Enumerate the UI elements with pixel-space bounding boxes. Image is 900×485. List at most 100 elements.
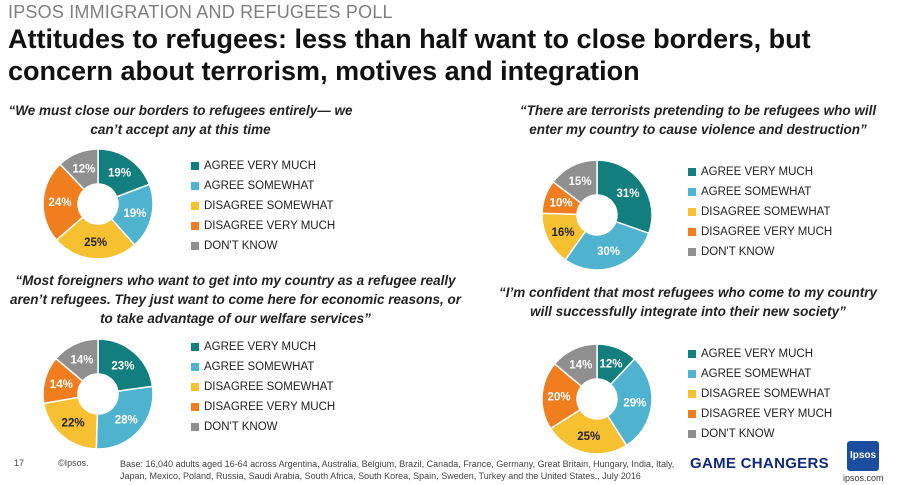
slice-label: 16% xyxy=(551,227,574,239)
quote-3: “Most foreigners who want to get into my… xyxy=(9,273,462,326)
legend-label: DISAGREE SOMEWHAT xyxy=(204,200,334,212)
donut-chart-2: 31% 30% 16% 10% 15% xyxy=(537,155,657,275)
slice-label: 23% xyxy=(111,360,134,372)
legend-item: DON'T KNOW xyxy=(688,424,832,444)
slice-label: 24% xyxy=(49,197,72,209)
legend-label: AGREE VERY MUCH xyxy=(204,341,317,353)
legend-item: DISAGREE SOMEWHAT xyxy=(191,377,335,397)
legend-label: AGREE SOMEWHAT xyxy=(701,368,812,380)
legend-swatch xyxy=(688,410,696,418)
game-changers-tagline: GAME CHANGERS xyxy=(690,455,829,472)
legend-item: DISAGREE SOMEWHAT xyxy=(688,384,832,404)
legend-swatch xyxy=(191,242,199,250)
legend-swatch xyxy=(688,228,696,236)
ipsos-url: ipsos.com xyxy=(843,473,884,483)
slice-label: 20% xyxy=(548,392,571,404)
legend-label: DISAGREE VERY MUCH xyxy=(701,226,833,238)
legend-swatch xyxy=(191,222,199,230)
donut-svg: 19% 19% 25% 24% 12% xyxy=(42,148,154,260)
slice-agree-very-much xyxy=(596,159,653,235)
slice-label: 31% xyxy=(616,188,639,200)
donut-chart-1: 19% 19% 25% 24% 12% xyxy=(38,144,158,264)
donut-svg: 23% 28% 22% 14% 14% xyxy=(42,338,154,450)
legend-swatch xyxy=(191,182,199,190)
legend-label: DISAGREE VERY MUCH xyxy=(204,220,336,232)
legend-swatch xyxy=(688,188,696,196)
legend-item: AGREE VERY MUCH xyxy=(688,344,832,364)
legend-1: AGREE VERY MUCH AGREE SOMEWHAT DISAGREE SO… xyxy=(191,156,335,256)
legend-swatch xyxy=(191,403,199,411)
legend-item: AGREE SOMEWHAT xyxy=(191,357,335,377)
legend-label: DISAGREE SOMEWHAT xyxy=(701,388,831,400)
quote-4: “I’m confident that most refugees who co… xyxy=(498,285,878,319)
slice-disagree-somewhat xyxy=(55,216,136,260)
legend-label: AGREE VERY MUCH xyxy=(701,166,814,178)
legend-swatch xyxy=(191,202,199,210)
legend-item: AGREE SOMEWHAT xyxy=(688,364,832,384)
legend-item: AGREE VERY MUCH xyxy=(191,337,335,357)
copyright: ©Ipsos. xyxy=(58,458,89,468)
legend-item: DON'T KNOW xyxy=(688,242,832,262)
legend-item: DISAGREE VERY MUCH xyxy=(688,222,832,242)
donut-svg: 12% 29% 25% 20% 14% xyxy=(541,343,653,455)
legend-item: AGREE SOMEWHAT xyxy=(191,176,335,196)
slice-don-t-know xyxy=(552,159,598,204)
legend-swatch xyxy=(688,208,696,216)
legend-3: AGREE VERY MUCH AGREE SOMEWHAT DISAGREE SO… xyxy=(191,337,335,437)
legend-label: AGREE VERY MUCH xyxy=(204,160,317,172)
legend-label: DON'T KNOW xyxy=(701,428,775,440)
legend-swatch xyxy=(191,162,199,170)
legend-swatch xyxy=(688,248,696,256)
legend-item: AGREE VERY MUCH xyxy=(688,162,832,182)
slice-disagree-very-much xyxy=(541,362,583,430)
slice-agree-somewhat xyxy=(564,220,650,271)
legend-swatch xyxy=(688,168,696,176)
slice-agree-very-much xyxy=(97,338,154,393)
legend-swatch xyxy=(191,343,199,351)
slice-agree-somewhat xyxy=(95,385,154,450)
legend-item: DISAGREE SOMEWHAT xyxy=(191,196,335,216)
slice-label: 22% xyxy=(62,418,85,430)
slice-label: 10% xyxy=(550,197,573,209)
slice-label: 14% xyxy=(70,355,93,367)
slice-disagree-somewhat xyxy=(42,396,99,450)
slice-label: 12% xyxy=(72,164,95,176)
legend-swatch xyxy=(688,370,696,378)
legend-item: DON'T KNOW xyxy=(191,417,335,437)
legend-label: AGREE SOMEWHAT xyxy=(701,186,812,198)
slice-label: 30% xyxy=(597,246,620,258)
legend-label: DON'T KNOW xyxy=(204,421,278,433)
legend-label: DISAGREE VERY MUCH xyxy=(204,401,336,413)
donut-chart-4: 12% 29% 25% 20% 14% xyxy=(537,339,657,459)
legend-label: AGREE SOMEWHAT xyxy=(204,361,315,373)
slice-label: 19% xyxy=(108,168,131,180)
slice-label: 14% xyxy=(50,379,73,391)
poll-kicker: IPSOS IMMIGRATION AND REFUGEES POLL xyxy=(8,2,393,22)
legend-swatch xyxy=(191,363,199,371)
legend-item: DISAGREE SOMEWHAT xyxy=(688,202,832,222)
legend-item: AGREE VERY MUCH xyxy=(191,156,335,176)
legend-swatch xyxy=(688,430,696,438)
slice-label: 25% xyxy=(577,431,600,443)
legend-swatch xyxy=(688,390,696,398)
slice-label: 14% xyxy=(569,360,592,372)
legend-label: AGREE SOMEWHAT xyxy=(204,180,315,192)
slice-don-t-know xyxy=(553,343,598,388)
legend-item: DISAGREE VERY MUCH xyxy=(191,216,335,236)
slice-label: 15% xyxy=(569,176,592,188)
legend-4: AGREE VERY MUCH AGREE SOMEWHAT DISAGREE SO… xyxy=(688,344,832,444)
legend-swatch xyxy=(191,423,199,431)
quote-2: “There are terrorists pretending to be r… xyxy=(519,103,877,137)
legend-item: DON'T KNOW xyxy=(191,236,335,256)
legend-label: DISAGREE VERY MUCH xyxy=(701,408,833,420)
legend-label: DISAGREE SOMEWHAT xyxy=(701,206,831,218)
page-number: 17 xyxy=(14,458,25,468)
slice-disagree-somewhat xyxy=(549,408,628,455)
legend-label: DON'T KNOW xyxy=(204,240,278,252)
slice-label: 19% xyxy=(123,208,146,220)
slice-agree-somewhat xyxy=(606,357,653,447)
slice-label: 29% xyxy=(623,398,646,410)
legend-label: DISAGREE SOMEWHAT xyxy=(204,381,334,393)
legend-2: AGREE VERY MUCH AGREE SOMEWHAT DISAGREE SO… xyxy=(688,162,832,262)
base-note: Base: 16,040 adults aged 16-64 across Ar… xyxy=(120,459,675,481)
